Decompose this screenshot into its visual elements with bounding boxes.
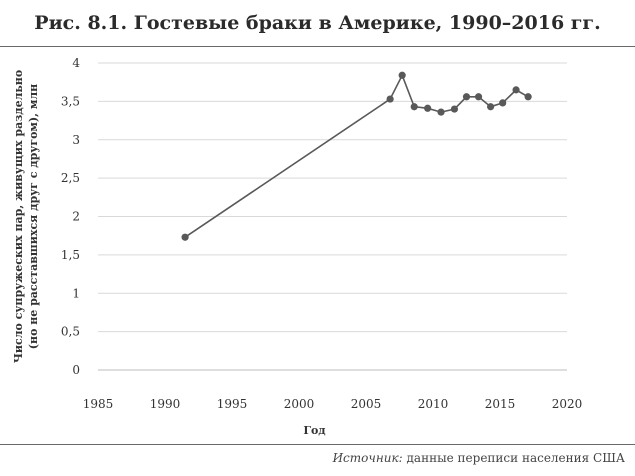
series <box>181 71 532 241</box>
data-point <box>474 93 483 101</box>
y-tick-label: 4 <box>72 56 80 70</box>
gridlines <box>98 62 567 371</box>
data-point <box>462 93 471 101</box>
x-tick-label: 2020 <box>552 397 583 411</box>
x-tick-label: 2010 <box>418 397 449 411</box>
data-point <box>386 95 394 103</box>
x-tick-label: 1985 <box>83 397 114 411</box>
data-point <box>499 99 507 107</box>
chart-title: Рис. 8.1. Гостевые браки в Америке, 1990… <box>34 12 601 34</box>
data-point <box>450 105 459 113</box>
data-point <box>487 103 495 111</box>
y-tick-label: 3,5 <box>61 94 80 108</box>
title-divider <box>0 46 635 47</box>
y-tick-label: 0,5 <box>61 325 80 339</box>
source-label: Источник: <box>332 451 403 465</box>
data-point <box>181 233 189 241</box>
y-tick-label: 2,5 <box>61 171 80 185</box>
x-tick-label: 1995 <box>217 397 248 411</box>
line-chart: 0 0,5 1 1,5 2 2,5 3 3,5 4 1985 1990 1995 2000 2005 20… <box>12 56 583 437</box>
y-tick-label: 3 <box>72 133 80 147</box>
data-point <box>410 103 418 111</box>
x-tick-label: 1990 <box>150 397 181 411</box>
y-tick-labels: 0 0,5 1 1,5 2 2,5 3 3,5 4 <box>61 56 80 377</box>
y-tick-label: 1 <box>72 286 80 300</box>
y-tick-label: 2 <box>72 210 80 224</box>
y-tick-label: 1,5 <box>61 248 80 262</box>
bottom-divider <box>0 444 635 445</box>
data-point <box>424 104 432 112</box>
data-point <box>512 86 520 94</box>
x-tick-label: 2015 <box>485 397 516 411</box>
x-tick-labels: 1985 1990 1995 2000 2005 2010 2015 2020 <box>83 397 583 411</box>
y-axis-label-line1: Число супружеских пар, живущих раздельно <box>12 70 25 363</box>
y-axis-label-line2: (но не расставшихся друг с другом), млн <box>27 84 40 349</box>
x-tick-label: 2005 <box>351 397 382 411</box>
x-axis-label: Год <box>303 424 325 437</box>
data-point <box>398 71 406 79</box>
data-point <box>437 108 445 116</box>
x-tick-label: 2000 <box>284 397 315 411</box>
y-tick-label: 0 <box>72 363 80 377</box>
source-note: Источник: данные переписи населения США <box>333 451 625 465</box>
source-text: данные переписи населения США <box>406 451 625 465</box>
data-point <box>524 93 532 101</box>
